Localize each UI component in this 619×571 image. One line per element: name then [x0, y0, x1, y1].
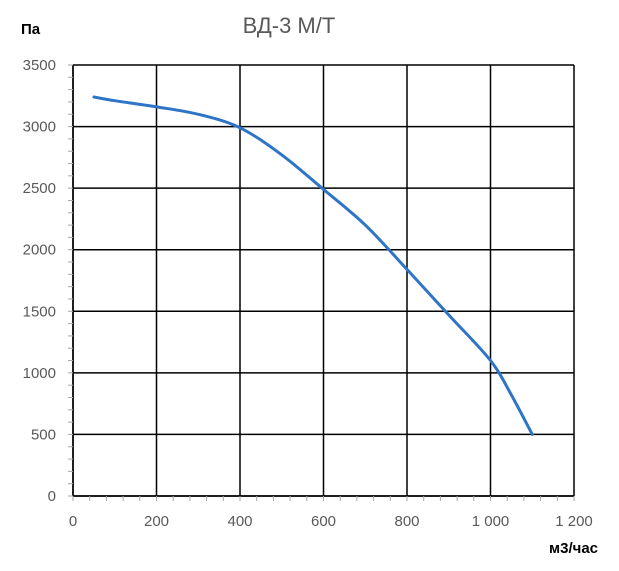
y-tick-label: 3000	[23, 119, 56, 136]
y-tick-labels: 0 500 1000 1500 2000 2500 3000 3500	[23, 57, 56, 505]
y-axis-label: Па	[21, 21, 41, 38]
x-tick-label: 600	[311, 513, 336, 530]
chart-title: ВД-3 М/Т	[243, 13, 336, 38]
x-tick-label: 800	[394, 513, 419, 530]
y-tick-label: 1500	[23, 303, 56, 320]
y-tick-label: 2000	[23, 242, 56, 259]
y-tick-label: 1000	[23, 365, 56, 382]
minor-ticks	[68, 64, 575, 501]
y-tick-label: 2500	[23, 180, 56, 197]
y-tick-label: 0	[48, 488, 56, 505]
grid	[72, 64, 575, 497]
y-tick-label: 3500	[23, 57, 56, 74]
x-tick-label: 200	[144, 513, 169, 530]
x-tick-labels: 0 200 400 600 800 1 000 1 200	[69, 513, 593, 530]
y-tick-label: 500	[31, 426, 56, 443]
x-tick-label: 1 000	[472, 513, 510, 530]
series-line	[92, 95, 534, 436]
x-tick-label: 0	[69, 513, 77, 530]
x-tick-label: 1 200	[555, 513, 593, 530]
x-tick-label: 400	[227, 513, 252, 530]
series-group	[92, 95, 534, 436]
x-axis-label: м3/час	[549, 540, 598, 557]
